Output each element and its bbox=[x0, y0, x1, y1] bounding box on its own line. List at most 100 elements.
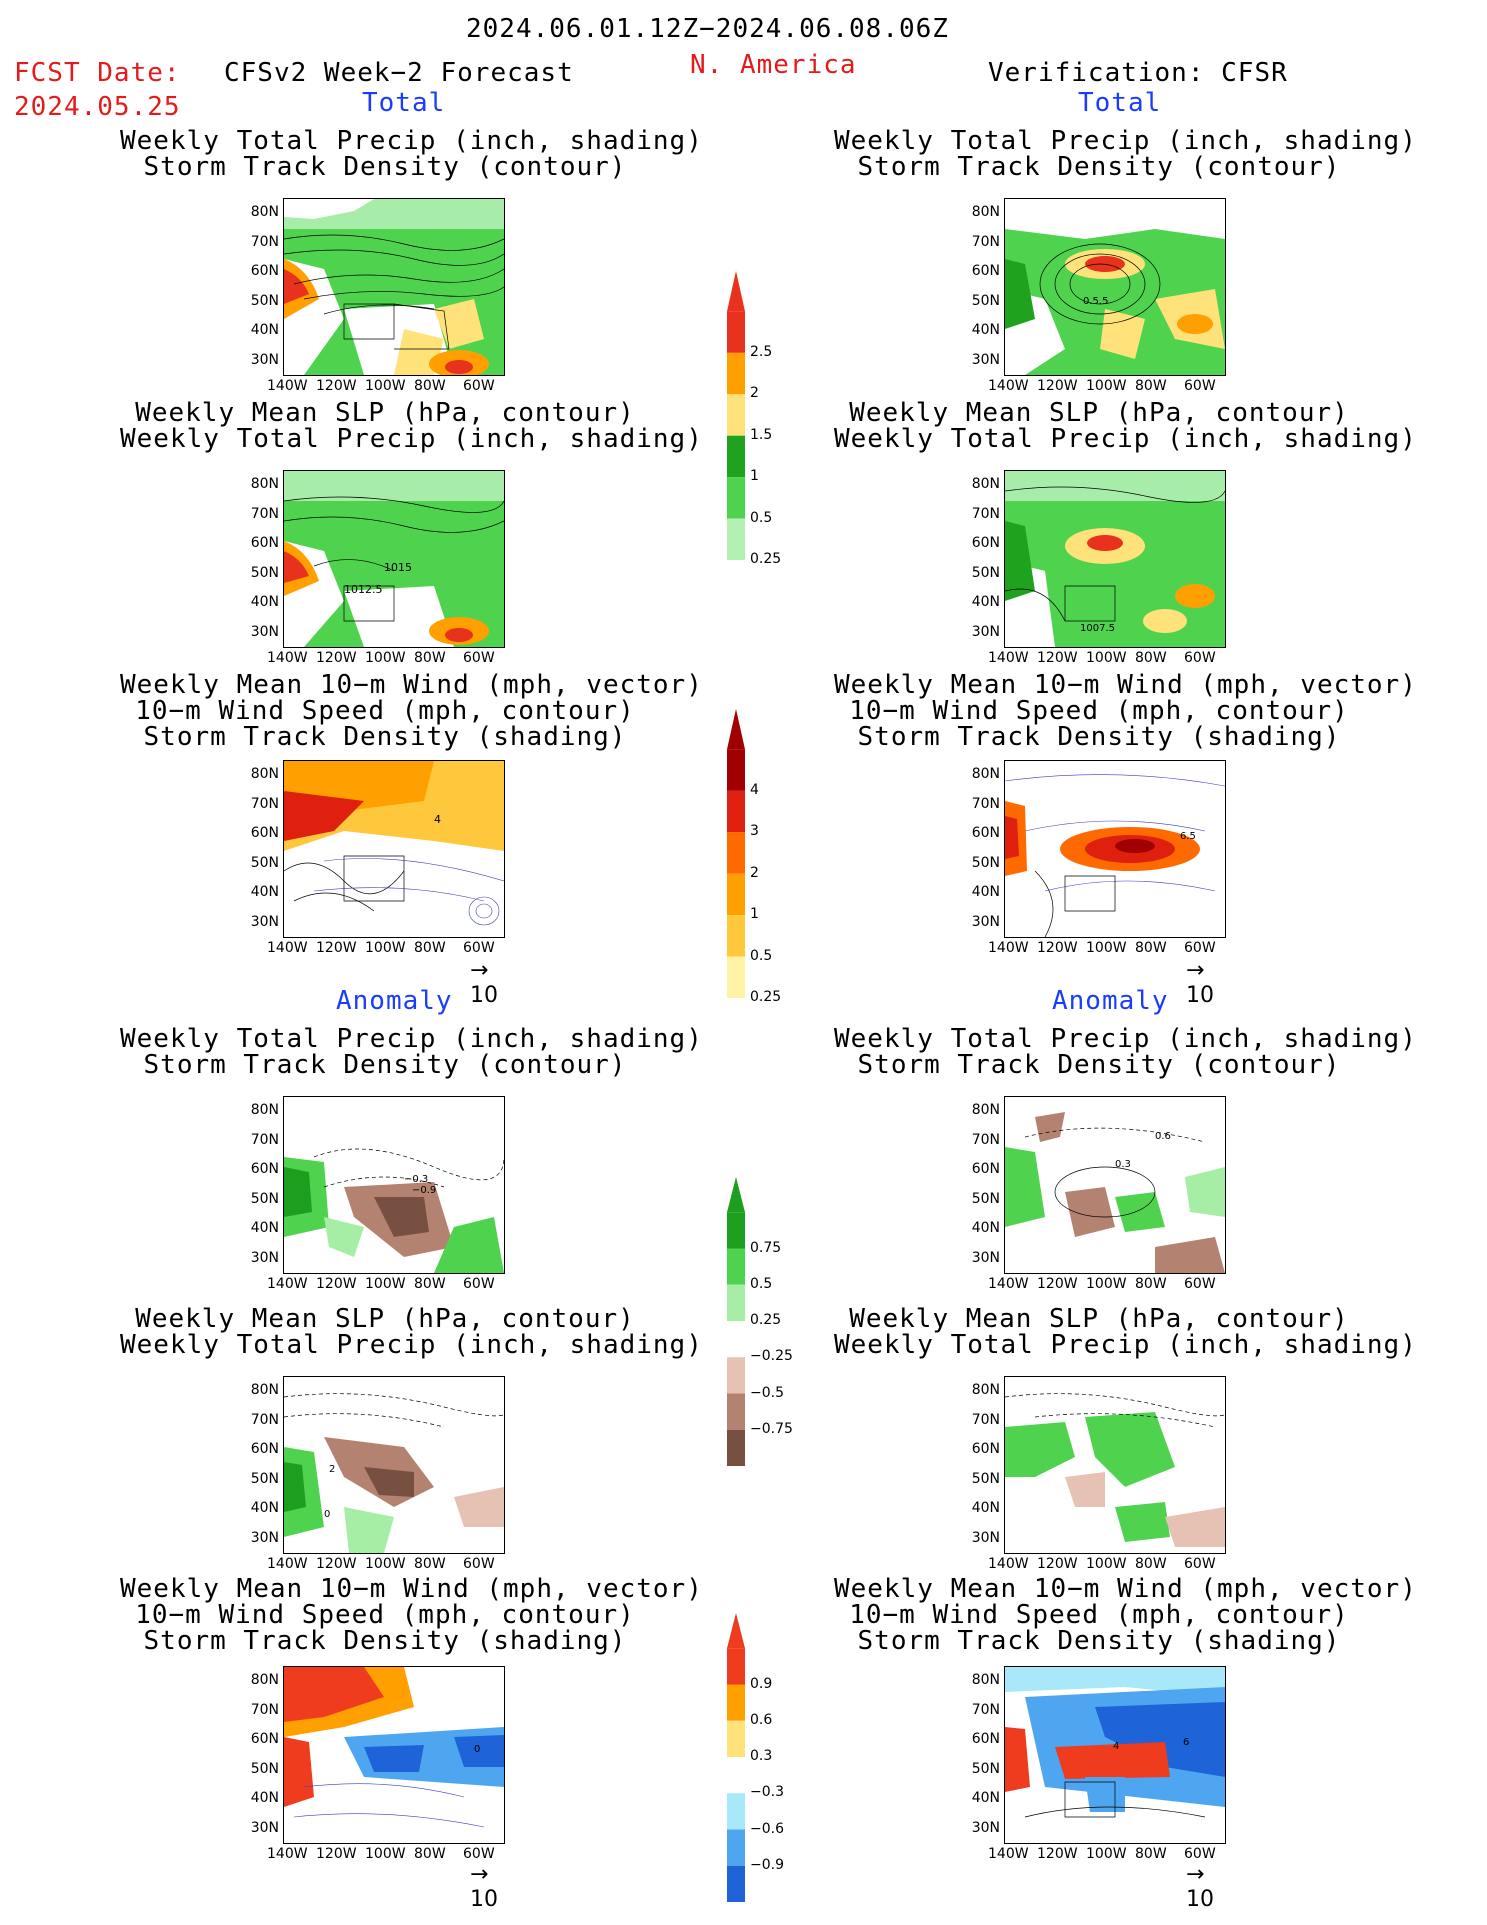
ver-total-slp-map: 1007.5 bbox=[1004, 470, 1226, 648]
colorbar-swatch bbox=[727, 518, 745, 560]
colorbar-swatch bbox=[727, 1357, 745, 1394]
colorbar-swatch bbox=[727, 1248, 745, 1285]
colorbar-tick-label: 1 bbox=[750, 906, 759, 923]
lat-tick-label: 60N bbox=[971, 535, 1000, 551]
lat-tick-label: 60N bbox=[971, 1731, 1000, 1747]
contour-label: −0.9 bbox=[412, 1185, 436, 1196]
fc-anom-precip-title: Weekly Total Precip (inch, shading) Storm… bbox=[120, 1024, 703, 1080]
lat-tick-label: 70N bbox=[250, 795, 279, 812]
lon-tick-label: 120W bbox=[1037, 1276, 1078, 1292]
fc-anom-wind-map: 0 bbox=[283, 1666, 505, 1844]
lon-tick-label: 60W bbox=[463, 650, 495, 666]
lon-tick-label: 120W bbox=[1037, 1846, 1078, 1862]
colorbar-swatch bbox=[727, 915, 745, 957]
colorbar-swatch bbox=[727, 1429, 745, 1466]
lat-tick-label: 40N bbox=[971, 1790, 1000, 1806]
lat-tick-label: 60N bbox=[250, 1161, 279, 1177]
fc-total-wind-title: Weekly Mean 10−m Wind (mph, vector) 10−m … bbox=[120, 670, 703, 752]
lat-tick-label: 70N bbox=[971, 1411, 1000, 1428]
lat-tick-label: 30N bbox=[971, 913, 1000, 930]
vector-reference: → 10 bbox=[1186, 958, 1214, 1008]
lat-tick-label: 50N bbox=[250, 292, 279, 309]
lat-tick-label: 80N bbox=[250, 476, 279, 492]
lat-tick-label: 60N bbox=[250, 1731, 279, 1747]
ver-total-precip-title: Weekly Total Precip (inch, shading) Storm… bbox=[834, 126, 1417, 182]
colorbar-tick-label: −0.5 bbox=[750, 1384, 784, 1401]
colorbar-cap bbox=[727, 271, 745, 312]
lat-tick-label: 70N bbox=[971, 795, 1000, 812]
lat-tick-label: 60N bbox=[250, 825, 279, 841]
lat-tick-label: 30N bbox=[250, 1249, 279, 1266]
lat-tick-label: 30N bbox=[250, 1819, 279, 1836]
lat-tick-label: 80N bbox=[971, 1672, 1000, 1688]
colorbar-swatch bbox=[727, 1793, 745, 1830]
lat-tick-label: 70N bbox=[250, 233, 279, 250]
lon-tick-label: 120W bbox=[316, 940, 357, 956]
lon-tick-label: 60W bbox=[463, 378, 495, 394]
colorbar-cap bbox=[727, 1613, 745, 1649]
lon-tick-label: 140W bbox=[988, 1846, 1029, 1862]
colorbar-swatch bbox=[727, 1720, 745, 1757]
fc-anom-wind-title: Weekly Mean 10−m Wind (mph, vector) 10−m … bbox=[120, 1574, 703, 1656]
ver-anom-slp-map bbox=[1004, 1376, 1226, 1554]
colorbar-tick-label: 0.25 bbox=[750, 551, 782, 567]
colorbar-tick-label: 1.5 bbox=[750, 426, 773, 443]
colorbar-swatch bbox=[727, 311, 745, 353]
lat-tick-label: 60N bbox=[971, 1161, 1000, 1177]
lon-tick-label: 100W bbox=[1086, 378, 1127, 394]
lon-tick-label: 100W bbox=[365, 1846, 406, 1862]
contour-label: 6 bbox=[1183, 1737, 1189, 1748]
lon-tick-label: 140W bbox=[988, 1276, 1029, 1292]
fc-anom-slp-title: Weekly Mean SLP (hPa, contour) Weekly Tot… bbox=[120, 1304, 703, 1360]
colorbar-swatch bbox=[727, 1393, 745, 1430]
colorbar-tick-label: 0.3 bbox=[750, 1748, 773, 1764]
lon-tick-label: 100W bbox=[1086, 650, 1127, 666]
lat-tick-label: 60N bbox=[971, 825, 1000, 841]
lon-tick-label: 100W bbox=[365, 650, 406, 666]
contour-label: −0.3 bbox=[404, 1174, 428, 1185]
colorbar-tick-label: 1 bbox=[750, 468, 759, 485]
lat-tick-label: 50N bbox=[250, 854, 279, 871]
lon-tick-label: 80W bbox=[414, 1556, 446, 1572]
lat-tick-label: 80N bbox=[971, 1382, 1000, 1398]
colorbar-tick-label: −0.25 bbox=[750, 1348, 793, 1365]
lat-tick-label: 40N bbox=[971, 322, 1000, 338]
ver-anom-wind-map: 4 6 bbox=[1004, 1666, 1226, 1844]
fc-total-slp-title: Weekly Mean SLP (hPa, contour) Weekly Tot… bbox=[120, 398, 703, 454]
colorbar-storm_anom bbox=[727, 1613, 745, 1902]
lon-tick-label: 60W bbox=[1184, 1276, 1216, 1292]
vector-reference: → 10 bbox=[1186, 1862, 1214, 1912]
lat-tick-label: 40N bbox=[971, 594, 1000, 610]
fcst-date-label: FCST Date: bbox=[14, 58, 181, 88]
lat-tick-label: 40N bbox=[971, 1500, 1000, 1516]
lat-tick-label: 70N bbox=[250, 1411, 279, 1428]
lon-tick-label: 140W bbox=[988, 1556, 1029, 1572]
lon-tick-label: 100W bbox=[1086, 1846, 1127, 1862]
lat-tick-label: 40N bbox=[971, 1220, 1000, 1236]
lat-tick-label: 30N bbox=[971, 623, 1000, 640]
colorbar-tick-label: 0.25 bbox=[750, 1312, 782, 1328]
lat-tick-label: 60N bbox=[250, 535, 279, 551]
lat-tick-label: 80N bbox=[250, 204, 279, 220]
colorbar-swatch bbox=[727, 749, 745, 791]
lon-tick-label: 60W bbox=[463, 1846, 495, 1862]
verification-title: Verification: CFSR bbox=[988, 58, 1288, 88]
lat-tick-label: 80N bbox=[971, 766, 1000, 782]
colorbar-storm_total bbox=[727, 709, 745, 998]
lat-tick-label: 80N bbox=[250, 1672, 279, 1688]
lat-tick-label: 70N bbox=[971, 233, 1000, 250]
lon-tick-label: 60W bbox=[1184, 650, 1216, 666]
vector-reference: → 10 bbox=[470, 958, 498, 1008]
colorbar-tick-label: 0.5 bbox=[750, 947, 773, 964]
colorbar-swatch bbox=[727, 1684, 745, 1721]
lon-tick-label: 120W bbox=[316, 378, 357, 394]
lon-tick-label: 120W bbox=[316, 1846, 357, 1862]
lat-tick-label: 70N bbox=[250, 505, 279, 522]
lon-tick-label: 120W bbox=[1037, 650, 1078, 666]
contour-label: 1015 bbox=[384, 561, 412, 574]
section-anomaly-left: Anomaly bbox=[336, 986, 453, 1016]
lat-tick-label: 50N bbox=[250, 564, 279, 581]
ver-total-wind-title: Weekly Mean 10−m Wind (mph, vector) 10−m … bbox=[834, 670, 1417, 752]
model-title: CFSv2 Week−2 Forecast bbox=[224, 58, 574, 88]
colorbar-swatch bbox=[727, 1648, 745, 1685]
